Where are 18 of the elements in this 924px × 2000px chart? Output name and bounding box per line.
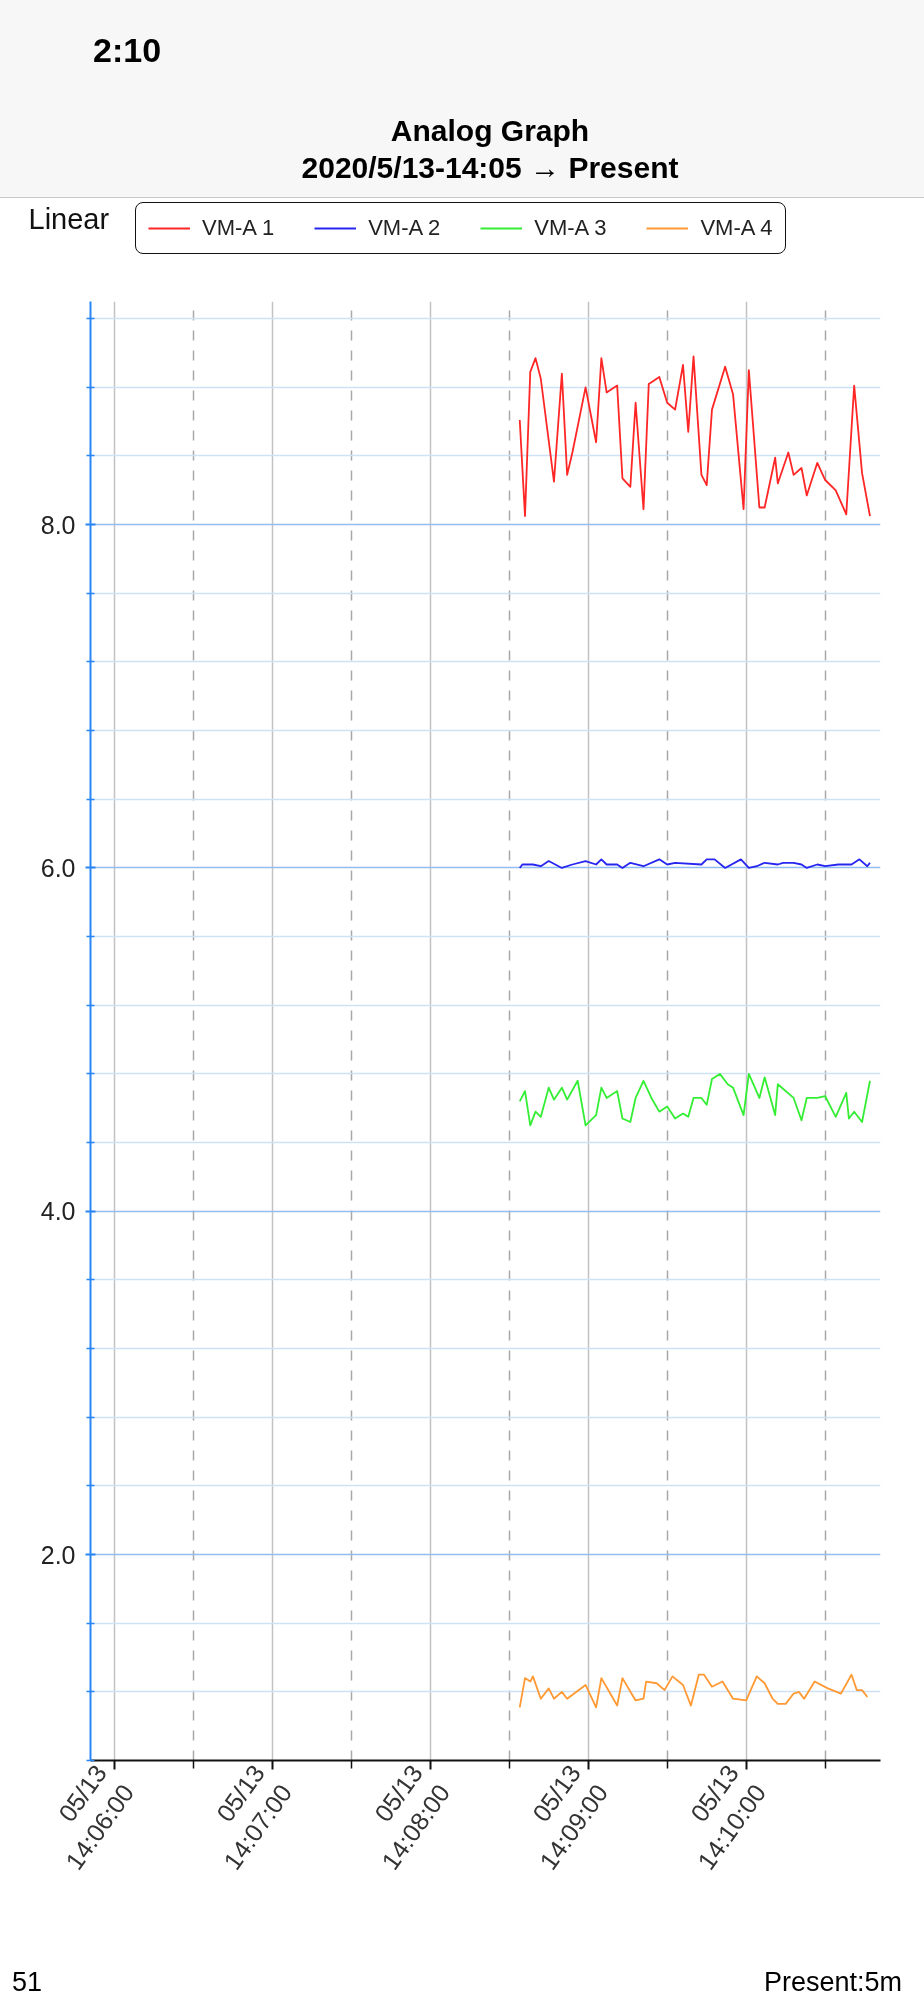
y-tick-label: 8.0 xyxy=(40,510,76,539)
line-series xyxy=(518,1673,869,1709)
text: 2:10 xyxy=(93,30,162,70)
text: Present:5m xyxy=(763,1966,902,1998)
y-tick-label: 4.0 xyxy=(40,1197,76,1226)
legend-label: VM-A 4 xyxy=(700,215,773,241)
legend-label: VM-A 1 xyxy=(202,215,275,241)
chart-subtitle: 2020/5/13-14:05 → Present xyxy=(300,150,680,186)
text: 51 xyxy=(12,1966,43,1998)
line-series xyxy=(518,1073,871,1127)
legend-label: VM-A 2 xyxy=(368,215,441,241)
text: Linear xyxy=(28,202,110,235)
line-series xyxy=(518,355,871,517)
line-series xyxy=(518,858,871,869)
y-tick-label: 2.0 xyxy=(40,1540,76,1569)
legend-label: VM-A 3 xyxy=(534,215,607,241)
chart-title: Analog Graph xyxy=(389,113,591,149)
y-tick-label: 6.0 xyxy=(40,853,76,882)
